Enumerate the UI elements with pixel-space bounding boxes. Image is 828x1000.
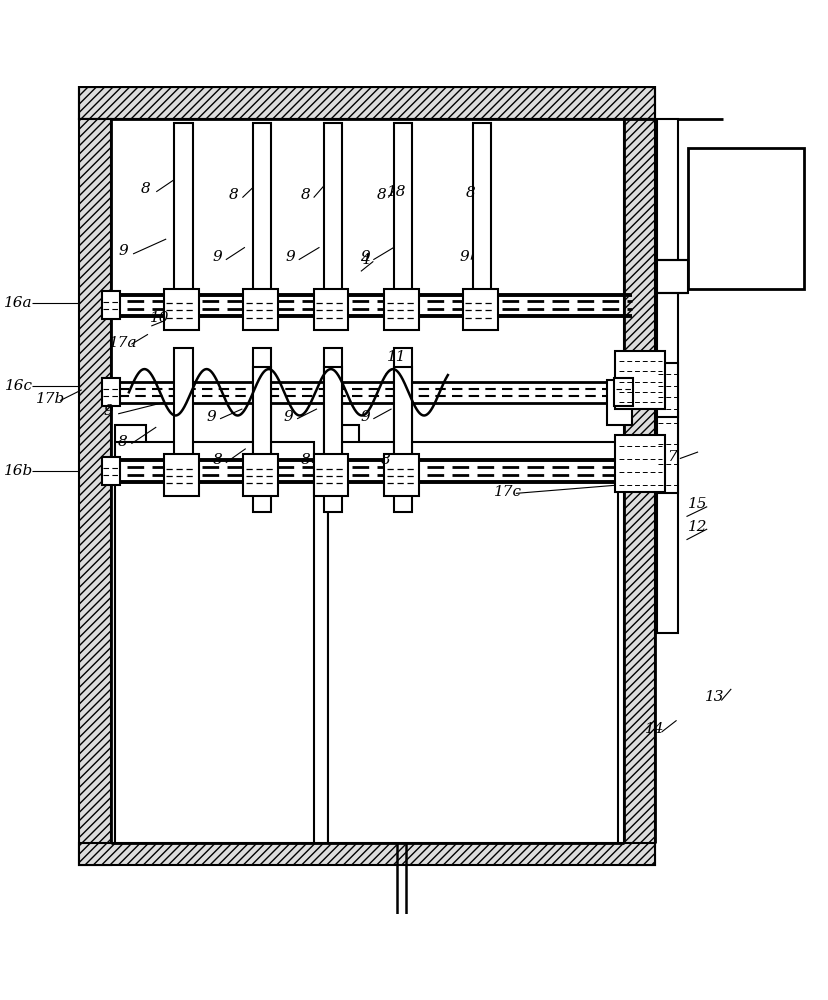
Bar [393,367,412,512]
Bar [606,380,631,425]
Text: 13: 13 [704,690,724,704]
Text: 8: 8 [229,188,238,202]
Bar [79,87,654,119]
Bar [79,119,111,865]
Bar [656,260,687,293]
Text: 9: 9 [213,250,222,264]
Bar [393,348,412,459]
Text: 9: 9 [459,250,469,264]
Bar [687,148,803,289]
Bar [253,367,271,512]
Bar [614,435,664,492]
Bar [323,348,341,459]
Bar [243,454,277,496]
Text: 9: 9 [284,410,293,424]
Text: 8: 8 [300,188,310,202]
Bar [79,87,654,119]
Bar [102,378,120,406]
Bar [253,123,271,294]
Text: 17a: 17a [108,336,137,350]
Text: 17c: 17c [493,485,521,499]
Bar [656,363,677,417]
Bar [313,454,348,496]
Bar [323,123,341,294]
Text: 15: 15 [687,497,707,511]
Bar [623,119,654,865]
Bar [383,289,418,330]
Text: 8: 8 [213,453,222,467]
Bar [462,289,497,330]
Text: 17b: 17b [36,392,65,406]
Text: 11: 11 [387,350,406,364]
Text: 18: 18 [387,185,406,199]
Bar [174,123,192,294]
Bar [163,289,198,330]
Bar [79,843,654,865]
Text: 9: 9 [118,244,128,258]
Bar [253,348,271,459]
Text: 16c: 16c [5,379,32,393]
Bar [327,425,359,843]
Bar [614,351,664,409]
Text: 10: 10 [150,311,169,325]
Bar [243,289,277,330]
Text: 9: 9 [359,410,369,424]
Bar [656,119,677,633]
Text: 8: 8 [465,186,475,200]
Text: 8: 8 [141,182,150,196]
Bar [115,425,146,843]
Bar [102,291,120,319]
Bar [472,123,490,294]
Bar [323,367,341,512]
Text: 4: 4 [359,253,369,267]
Bar [163,454,198,496]
Bar [656,412,677,493]
Text: 9: 9 [207,410,216,424]
Text: 16a: 16a [4,296,33,310]
Text: 9: 9 [359,250,369,264]
Text: 7: 7 [666,450,676,464]
Text: 16b: 16b [4,464,33,478]
Bar [313,289,348,330]
Text: 9: 9 [104,404,113,418]
Text: 8: 8 [380,453,390,467]
Bar [174,348,192,459]
Bar [115,442,313,843]
Text: 12: 12 [687,520,707,534]
Bar [102,457,120,485]
Bar [393,123,412,294]
Text: 14: 14 [644,722,664,736]
Bar [614,378,632,406]
Text: 8: 8 [376,188,386,202]
Text: 8: 8 [300,453,310,467]
Bar [383,454,418,496]
Text: 8: 8 [118,435,128,449]
Text: 9: 9 [286,250,295,264]
Bar [327,442,617,843]
